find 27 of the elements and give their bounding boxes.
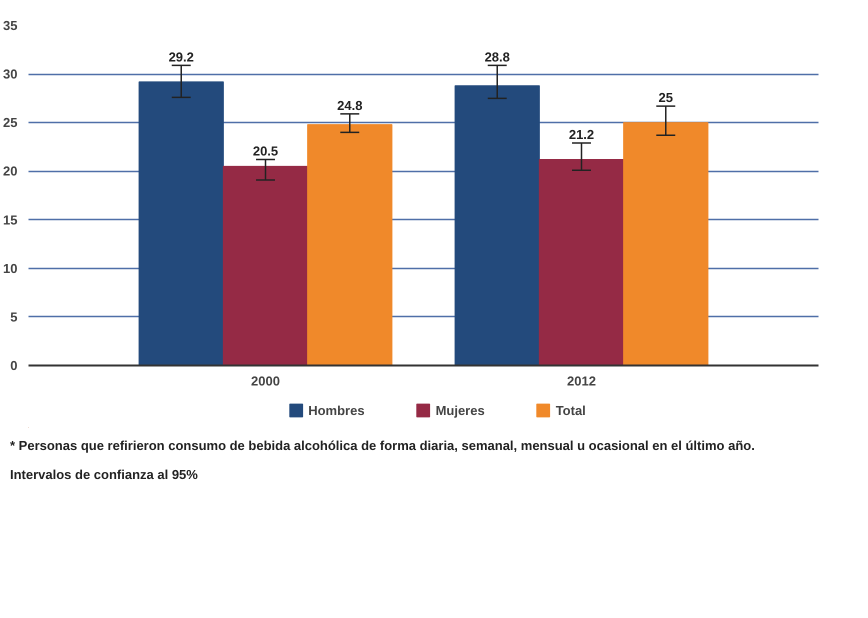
bar [623, 122, 708, 366]
y-tick-label: 30 [3, 66, 18, 82]
legend-label: Hombres [308, 402, 365, 418]
bar [138, 81, 224, 366]
x-tick-label: 2000 [251, 374, 280, 388]
legend-label: Total [556, 402, 586, 418]
x-tick-label: 2012 [567, 374, 596, 388]
bar [454, 85, 540, 366]
data-label: 28.8 [484, 49, 510, 64]
data-label: 25 [658, 90, 674, 106]
text: Intervalos de confianza al 95% [10, 466, 198, 484]
bar [222, 166, 308, 366]
y-tick-label: 0 [10, 358, 18, 373]
data-label: 29.2 [168, 49, 194, 64]
y-tick-label: 25 [3, 115, 18, 130]
data-label: 20.5 [252, 144, 278, 159]
data-label: 24.8 [337, 98, 362, 113]
text: * Personas que refirieron consumo de bebida alcohólica de forma diaria, semanal, mensual u ocasional en el último año. [10, 437, 755, 455]
y-tick-label: 35 [3, 18, 18, 33]
bar [538, 159, 624, 366]
y-tick-label: 10 [3, 260, 18, 276]
y-tick-label: 5 [10, 309, 18, 324]
data-label: 21.2 [568, 127, 594, 142]
legend-label: Mujeres [436, 402, 485, 418]
y-tick-label: 20 [3, 164, 18, 179]
bar [307, 124, 392, 366]
y-tick-label: 15 [3, 212, 18, 228]
